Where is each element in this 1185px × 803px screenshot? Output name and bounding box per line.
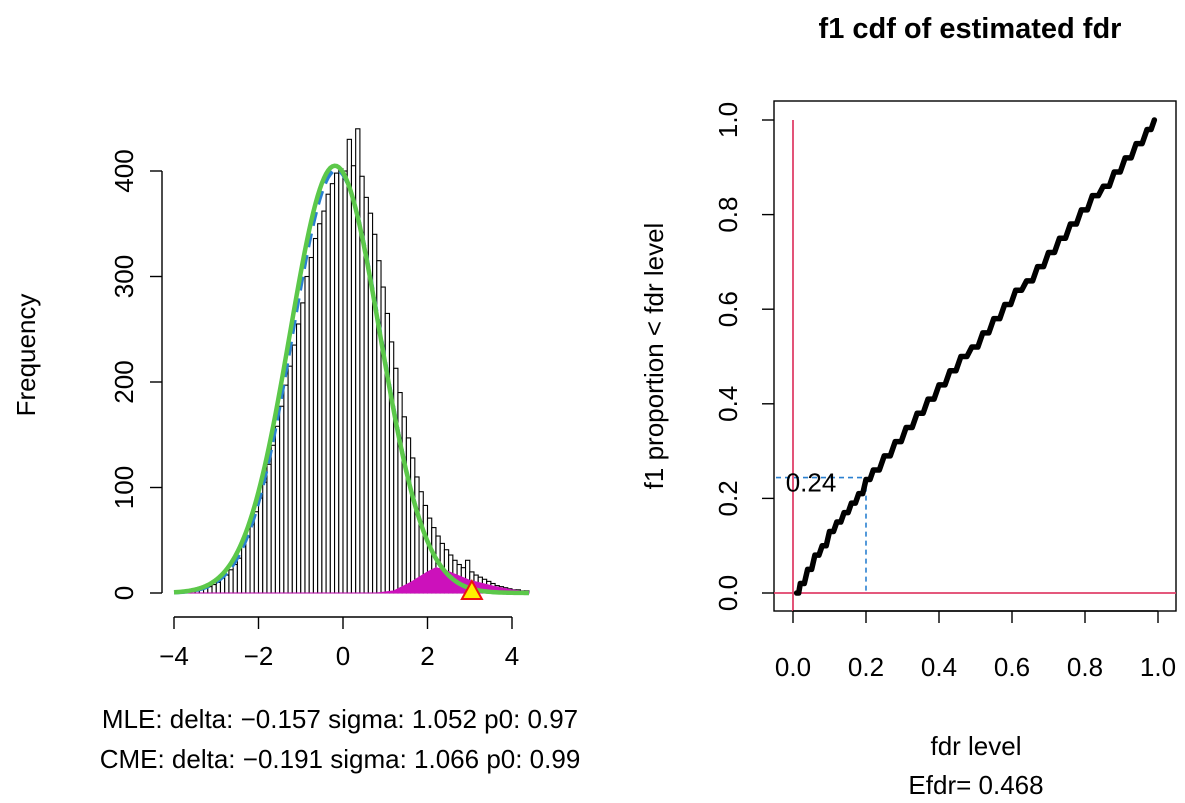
mle-summary: MLE: delta: −0.157 sigma: 1.052 p0: 0.97 [102, 704, 578, 734]
histogram-bar [308, 256, 314, 594]
histogram-bar [274, 425, 281, 594]
triangle-marker [460, 578, 484, 600]
histogram-bar [321, 210, 327, 594]
y-tick-label: 0.6 [713, 291, 743, 327]
x-tick-label: 0.6 [994, 652, 1030, 682]
histogram-bar [257, 497, 264, 594]
x-tick-label: 0.2 [848, 652, 884, 682]
histogram-bar [236, 557, 243, 594]
histogram-bar [350, 165, 357, 594]
y-tick-label: 300 [109, 255, 139, 298]
y-axis-label: Frequency [11, 294, 41, 417]
histogram-bar [304, 275, 310, 594]
fdr-annotation: 0.24 [776, 468, 867, 593]
efdr-label: Efdr= 0.468 [908, 770, 1043, 800]
cme-summary: CME: delta: −0.191 sigma: 1.066 p0: 0.99 [100, 744, 581, 774]
histogram-bar [232, 563, 238, 594]
annotation-label: 0.24 [786, 468, 837, 498]
histogram-bar [295, 323, 302, 594]
x-tick-label: 0 [336, 641, 350, 671]
histogram-bar [338, 168, 344, 594]
histogram-bar [300, 302, 306, 594]
histogram-bar [283, 384, 289, 594]
x-tick-label: 2 [420, 641, 434, 671]
x-tick-label: 0.0 [775, 652, 811, 682]
histogram-bar [414, 476, 420, 594]
histogram-bar [355, 128, 361, 594]
histogram-bar [346, 138, 353, 594]
chart-title: f1 cdf of estimated fdr [819, 13, 1122, 45]
x-axis: 0.0 0.2 0.4 0.6 0.8 1.0 [775, 610, 1176, 682]
y-axis: 0.0 0.2 0.4 0.6 0.8 1.0 [713, 102, 774, 611]
plot-frame [773, 100, 1177, 612]
histogram-bar [287, 365, 293, 594]
histogram-bar [333, 172, 340, 594]
y-axis: 0 100 200 300 400 [109, 149, 163, 600]
histogram-bar [325, 193, 331, 594]
x-tick-label: 0.4 [921, 652, 957, 682]
y-tick-label: 200 [109, 360, 139, 403]
histogram-bar [215, 581, 222, 594]
y-tick-label: 100 [109, 466, 139, 509]
y-tick-label: 400 [109, 149, 139, 192]
histogram-bar [279, 405, 285, 594]
histogram-bar [329, 183, 336, 594]
x-axis: −4 −2 0 2 4 [159, 616, 519, 671]
x-tick-label: −2 [244, 641, 274, 671]
cdf-panel: f1 cdf of estimated fdr 0.24 0.0 0.2 0.4 0.… [639, 13, 1177, 800]
histogram-bar [397, 391, 403, 594]
histogram-bar [405, 437, 412, 594]
y-axis-label: f1 proportion < fdr level [639, 223, 669, 490]
cdf-curve [793, 117, 1158, 596]
histogram-bar [401, 416, 407, 594]
histogram-bar [266, 463, 272, 594]
histogram-bar [262, 481, 268, 594]
x-tick-label: −4 [159, 641, 189, 671]
histogram-bar [249, 523, 255, 594]
histogram-bar [253, 511, 260, 594]
y-tick-label: 0.4 [713, 386, 743, 422]
histogram-bar [228, 569, 234, 594]
histogram-bar [224, 574, 230, 594]
histogram-bar [317, 223, 323, 594]
histogram-panel: −4 −2 0 2 4 0 100 200 300 400 Frequency MLE: del… [11, 128, 581, 774]
histogram-bar [291, 344, 298, 594]
x-tick-label: 4 [505, 641, 519, 671]
histogram-bar [312, 237, 319, 594]
histogram-bar [211, 584, 217, 594]
x-tick-label: 1.0 [1140, 652, 1176, 682]
y-tick-label: 0.8 [713, 197, 743, 233]
histogram-bar [270, 444, 276, 594]
y-tick-label: 0 [109, 586, 139, 600]
y-tick-label: 0.2 [713, 480, 743, 516]
histogram-bar [241, 546, 247, 594]
histogram-bar [245, 536, 251, 594]
histogram-bar [342, 170, 348, 594]
y-tick-label: 1.0 [713, 102, 743, 138]
histogram-bar [410, 457, 416, 594]
reference-lines [774, 120, 1176, 611]
y-tick-label: 0.0 [713, 575, 743, 611]
histogram-bars [181, 128, 530, 594]
x-axis-label: fdr level [930, 731, 1021, 761]
x-tick-label: 0.8 [1067, 652, 1103, 682]
